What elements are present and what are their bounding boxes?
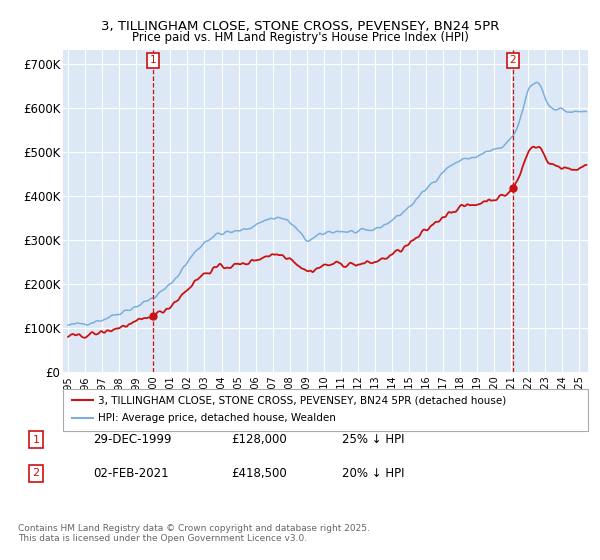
Text: Price paid vs. HM Land Registry's House Price Index (HPI): Price paid vs. HM Land Registry's House … (131, 31, 469, 44)
Text: £418,500: £418,500 (231, 466, 287, 480)
Text: 29-DEC-1999: 29-DEC-1999 (93, 433, 172, 446)
Text: Contains HM Land Registry data © Crown copyright and database right 2025.
This d: Contains HM Land Registry data © Crown c… (18, 524, 370, 543)
Text: 2: 2 (509, 55, 516, 65)
Text: £128,000: £128,000 (231, 433, 287, 446)
Text: HPI: Average price, detached house, Wealden: HPI: Average price, detached house, Weal… (98, 413, 335, 423)
Text: 20% ↓ HPI: 20% ↓ HPI (342, 466, 404, 480)
Text: 02-FEB-2021: 02-FEB-2021 (93, 466, 169, 480)
Text: 25% ↓ HPI: 25% ↓ HPI (342, 433, 404, 446)
Text: 3, TILLINGHAM CLOSE, STONE CROSS, PEVENSEY, BN24 5PR (detached house): 3, TILLINGHAM CLOSE, STONE CROSS, PEVENS… (98, 395, 506, 405)
Text: 1: 1 (32, 435, 40, 445)
Text: 1: 1 (150, 55, 157, 65)
Text: 2: 2 (32, 468, 40, 478)
Text: 3, TILLINGHAM CLOSE, STONE CROSS, PEVENSEY, BN24 5PR: 3, TILLINGHAM CLOSE, STONE CROSS, PEVENS… (101, 20, 499, 32)
